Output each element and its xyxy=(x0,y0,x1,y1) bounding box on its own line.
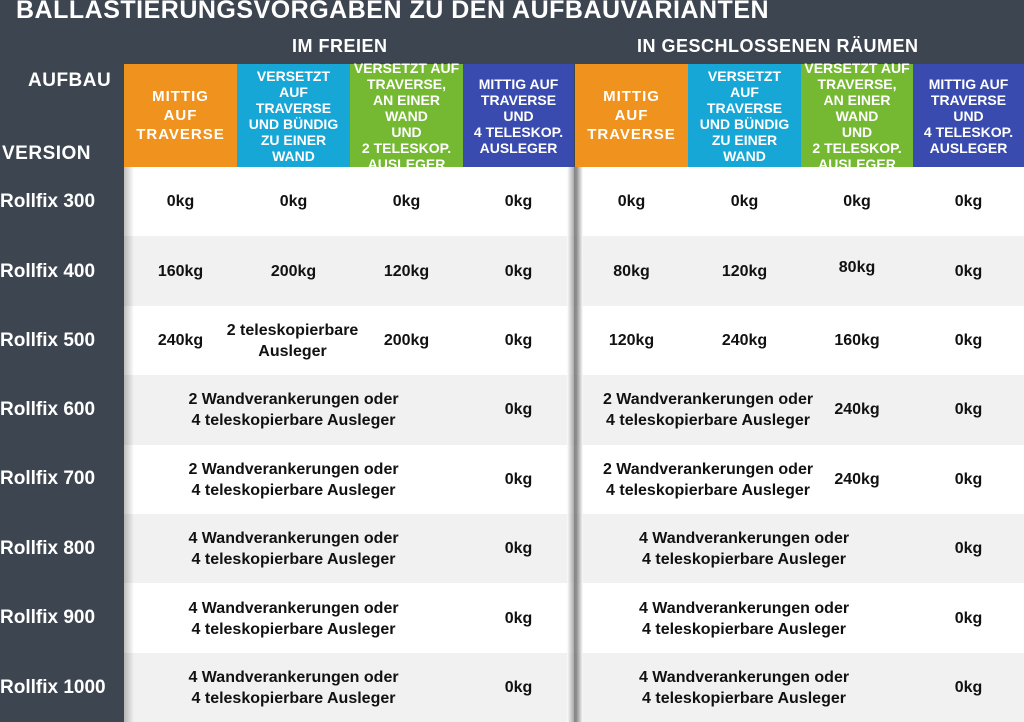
section-divider xyxy=(567,167,583,722)
table-cell: 0kg xyxy=(954,471,983,488)
table-cell: 0kg xyxy=(166,193,195,210)
aufbau-label: AUFBAU xyxy=(28,70,112,91)
table-cell: 0kg xyxy=(954,540,983,557)
column-header-outdoor-versetzt-wand: VERSETZT AUF TRAVERSE UND BÜNDIG ZU EINE… xyxy=(237,64,350,167)
table-cell: 80kg xyxy=(613,263,650,280)
outdoor-table-panel xyxy=(124,167,574,722)
table-cell: 0kg xyxy=(954,193,983,210)
table-cell-merged: 2 Wandverankerungen oder 4 teleskopierba… xyxy=(602,460,814,499)
table-cell: 0kg xyxy=(954,679,983,696)
table-cell: 120kg xyxy=(721,263,768,280)
column-header-indoor-mittig-4-ausleger: MITTIG AUF TRAVERSE UND 4 TELESKOP. AUSL… xyxy=(913,64,1024,167)
row-version-label: Rollfix 300 xyxy=(0,191,96,212)
table-cell: 80kg xyxy=(838,259,876,276)
table-cell-merged: 4 Wandverankerungen oder 4 teleskopierba… xyxy=(188,599,399,638)
table-cell: 0kg xyxy=(504,679,533,696)
version-label: VERSION xyxy=(2,143,92,164)
table-cell-merged: 4 Wandverankerungen oder 4 teleskopierba… xyxy=(638,599,850,638)
table-cell: 0kg xyxy=(504,610,533,627)
table-cell: 240kg xyxy=(721,332,768,349)
row-version-label: Rollfix 600 xyxy=(0,399,96,420)
table-cell-merged: 2 Wandverankerungen oder 4 teleskopierba… xyxy=(188,460,399,499)
row-version-label: Rollfix 1000 xyxy=(0,677,106,698)
table-cell-merged: 2 Wandverankerungen oder 4 teleskopierba… xyxy=(602,390,814,429)
group-header-outdoor: IM FREIEN xyxy=(292,36,388,56)
row-version-label: Rollfix 900 xyxy=(0,607,96,628)
indoor-table-panel xyxy=(575,167,1024,722)
table-cell: 0kg xyxy=(504,263,533,280)
table-cell: 0kg xyxy=(504,540,533,557)
column-header-indoor-versetzt-2-ausleger: VERSETZT AUF TRAVERSE, AN EINER WAND UND… xyxy=(801,60,913,172)
column-header-outdoor-mittig-4-ausleger: MITTIG AUF TRAVERSE UND 4 TELESKOP. AUSL… xyxy=(463,64,574,167)
table-cell: 200kg xyxy=(383,332,430,349)
table-cell: 2 teleskopierbare Ausleger xyxy=(226,321,359,360)
table-cell: 0kg xyxy=(954,401,983,418)
table-cell: 0kg xyxy=(730,193,759,210)
row-version-label: Rollfix 700 xyxy=(0,468,96,489)
table-cell-merged: 4 Wandverankerungen oder 4 teleskopierba… xyxy=(188,668,399,707)
table-cell: 0kg xyxy=(504,471,533,488)
table-cell: 240kg xyxy=(157,332,204,349)
left-edge-shadow xyxy=(124,167,134,722)
table-cell: 0kg xyxy=(954,610,983,627)
table-cell: 0kg xyxy=(392,193,421,210)
table-cell: 0kg xyxy=(504,401,533,418)
table-cell: 0kg xyxy=(954,263,983,280)
table-cell: 0kg xyxy=(954,332,983,349)
group-header-indoor: IN GESCHLOSSENEN RÄUMEN xyxy=(637,36,919,56)
table-cell-merged: 4 Wandverankerungen oder 4 teleskopierba… xyxy=(638,529,850,568)
table-cell: 0kg xyxy=(279,193,308,210)
table-cell: 120kg xyxy=(608,332,655,349)
row-version-label: Rollfix 500 xyxy=(0,330,96,351)
row-version-label: Rollfix 400 xyxy=(0,261,96,282)
table-cell: 240kg xyxy=(834,401,880,418)
page-title: BALLASTIERUNGSVORGABEN ZU DEN AUFBAUVARI… xyxy=(16,0,770,24)
column-header-indoor-versetzt-wand: VERSETZT AUF TRAVERSE UND BÜNDIG ZU EINE… xyxy=(688,64,801,167)
table-cell: 240kg xyxy=(834,471,880,488)
table-cell: 0kg xyxy=(843,193,871,210)
table-cell: 160kg xyxy=(157,263,204,280)
column-header-outdoor-mittig: MITTIG AUF TRAVERSE xyxy=(124,64,237,167)
table-cell: 120kg xyxy=(383,263,430,280)
table-cell: 0kg xyxy=(504,332,533,349)
table-cell-merged: 4 Wandverankerungen oder 4 teleskopierba… xyxy=(188,529,399,568)
table-cell: 160kg xyxy=(834,332,880,349)
table-cell: 0kg xyxy=(504,193,533,210)
table-cell-merged: 4 Wandverankerungen oder 4 teleskopierba… xyxy=(638,668,850,707)
column-header-outdoor-versetzt-2-ausleger: VERSETZT AUF TRAVERSE, AN EINER WAND UND… xyxy=(350,60,463,172)
table-cell-merged: 2 Wandverankerungen oder 4 teleskopierba… xyxy=(188,390,399,429)
column-header-indoor-mittig: MITTIG AUF TRAVERSE xyxy=(575,64,688,167)
row-version-label: Rollfix 800 xyxy=(0,538,96,559)
table-cell: 0kg xyxy=(617,193,646,210)
table-cell: 200kg xyxy=(270,263,317,280)
